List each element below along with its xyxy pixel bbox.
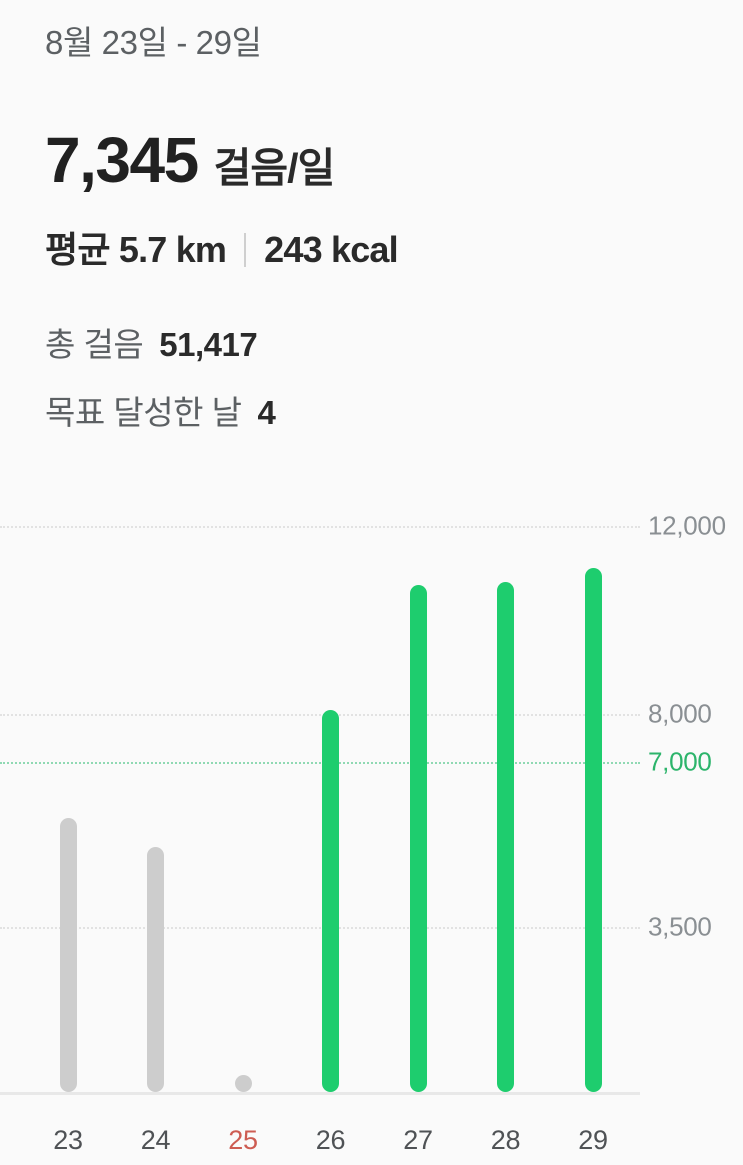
chart-bar[interactable]	[497, 582, 514, 1092]
average-distance-value: 평균 5.7 km	[45, 229, 227, 270]
weekly-steps-chart[interactable]: 23 24 25 26 27 28 29 3,500 7,000 8,000 12,000	[0, 480, 743, 1157]
x-axis-label-28: 28	[490, 1125, 521, 1155]
goal-days-row: 목표 달성한 날 4	[45, 386, 276, 434]
date-range-label: 8월 23일 - 29일	[45, 24, 262, 61]
total-steps-label: 총 걸음	[45, 326, 144, 363]
chart-bar[interactable]	[584, 568, 602, 1092]
goal-days-label: 목표 달성한 날	[45, 394, 242, 431]
total-steps-value: 51,417	[159, 326, 258, 363]
y-axis-label-12000: 12,000	[648, 510, 726, 541]
total-steps-row: 총 걸음 51,417	[45, 318, 258, 366]
chart-x-axis: 23 24 25 26 27 28 29	[0, 1125, 640, 1165]
primary-stat-row: 7,345 걸음/일	[45, 124, 336, 196]
y-axis-label-3500: 3,500	[648, 911, 712, 942]
chart-bar[interactable]	[234, 1075, 252, 1092]
y-axis-label-8000: 8,000	[648, 698, 712, 729]
stat-divider	[244, 233, 247, 267]
chart-bar[interactable]	[322, 709, 339, 1092]
goal-axis-label: 7,000	[648, 746, 712, 777]
x-axis-label-26: 26	[315, 1125, 346, 1155]
goal-gridline	[0, 761, 640, 764]
average-steps-value: 7,345	[45, 124, 199, 196]
chart-bar[interactable]	[147, 846, 164, 1092]
goal-days-value: 4	[257, 394, 276, 431]
gridline-3500	[0, 926, 640, 929]
chart-bar[interactable]	[409, 584, 427, 1092]
chart-plot-area[interactable]	[0, 480, 640, 1095]
average-steps-unit: 걸음/일	[213, 145, 336, 191]
average-calories-value: 243 kcal	[264, 229, 399, 270]
x-axis-label-23: 23	[53, 1125, 83, 1155]
x-axis-label-27: 27	[403, 1125, 433, 1155]
secondary-stat-row: 평균 5.7 km 243 kcal	[45, 229, 399, 270]
x-axis-label-29: 29	[578, 1125, 608, 1155]
chart-bar[interactable]	[59, 818, 77, 1092]
x-axis-label-24: 24	[140, 1125, 171, 1155]
chart-baseline	[0, 1092, 640, 1095]
gridline-12000	[0, 525, 640, 528]
x-axis-label-25: 25	[228, 1125, 258, 1155]
gridline-8000	[0, 714, 640, 717]
